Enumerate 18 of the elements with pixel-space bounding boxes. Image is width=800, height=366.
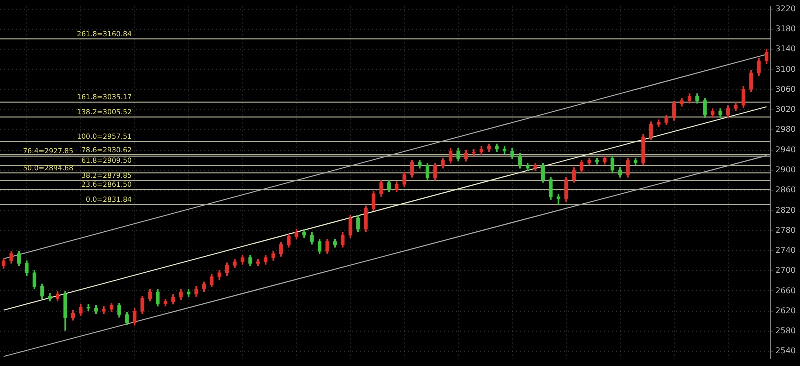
y-tick-label: 2900 [776, 165, 796, 174]
y-tick-label: 3060 [776, 84, 796, 94]
y-tick-label: 2740 [776, 246, 796, 256]
y-tick-label: 3220 [776, 4, 796, 14]
y-tick-label: 2940 [776, 145, 796, 154]
y-tick-label: 3020 [776, 105, 796, 114]
y-tick-label: 3100 [776, 64, 796, 74]
y-tick-label: 2660 [776, 286, 796, 296]
y-tick-label: 2860 [776, 186, 796, 195]
y-tick-label: 2580 [776, 326, 796, 336]
y-tick-label: 2620 [776, 306, 796, 316]
y-tick-label: 2780 [776, 226, 796, 235]
y-tick-label: 2540 [776, 346, 796, 356]
y-tick-label: 2700 [776, 266, 796, 276]
y-tick-label: 3140 [776, 44, 796, 54]
y-tick-label: 3180 [776, 24, 796, 34]
y-tick-label: 2980 [776, 125, 796, 134]
y-tick-label: 2820 [776, 206, 796, 215]
